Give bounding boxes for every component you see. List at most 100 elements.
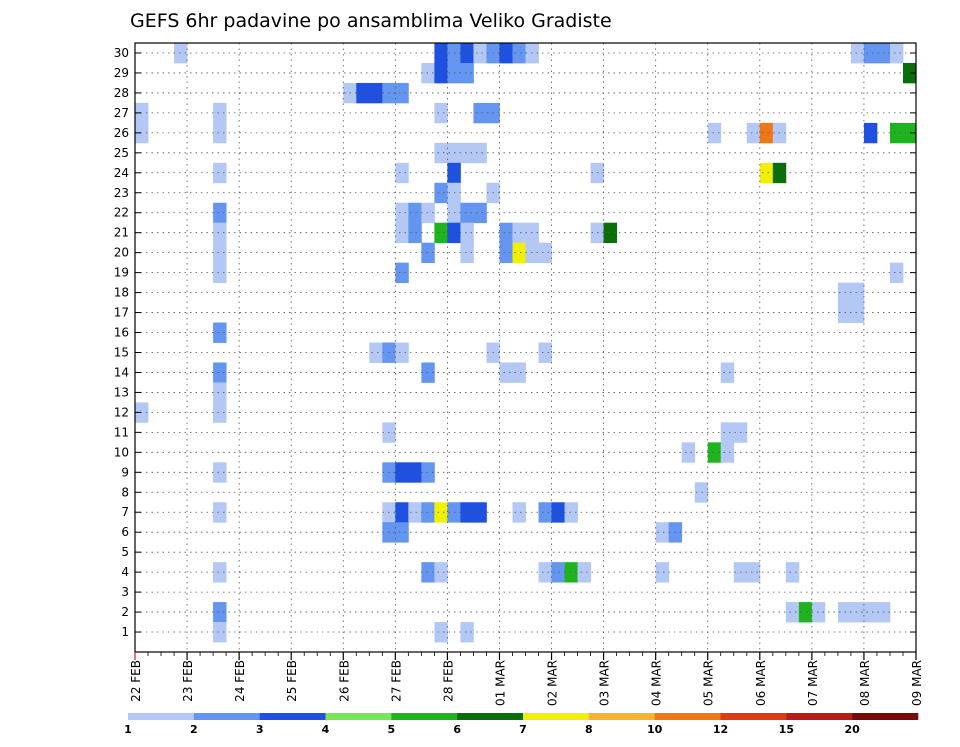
heatmap-cell	[213, 202, 227, 224]
heatmap-cell	[395, 202, 409, 224]
heatmap-cell	[759, 162, 774, 184]
heatmap-cell	[694, 482, 709, 503]
colorbar-segment	[523, 713, 590, 720]
x-tick-label: 04 MAR	[650, 660, 664, 706]
heatmap-cell	[213, 362, 227, 383]
heatmap-cell	[538, 342, 552, 363]
heatmap-cell	[720, 362, 735, 383]
y-tick-label: 21	[114, 226, 129, 240]
y-tick-label: 8	[121, 485, 129, 499]
heatmap-cell	[408, 502, 422, 523]
heatmap-cell	[798, 602, 813, 623]
y-tick-label: 4	[121, 565, 129, 579]
colorbar-label: 6	[453, 723, 461, 736]
colorbar-label: 8	[585, 723, 593, 736]
heatmap-cell	[538, 502, 552, 523]
y-axis: 1234567891011121314151617181920212223242…	[114, 46, 916, 639]
heatmap-cell	[473, 102, 487, 124]
heatmap-cell	[408, 222, 422, 244]
plot-frame	[134, 42, 917, 653]
y-tick-label: 14	[114, 365, 129, 379]
y-tick-label: 20	[114, 246, 129, 260]
colorbar-segment	[128, 713, 195, 720]
heatmap-cell	[785, 562, 800, 583]
colorbar-segment	[259, 713, 326, 720]
heatmap-cell	[213, 382, 227, 403]
heatmap-cell	[421, 562, 435, 583]
heatmap-cell	[889, 122, 904, 144]
heatmap-cell	[785, 602, 800, 623]
heatmap-cell	[746, 122, 761, 144]
heatmap-cell	[902, 122, 917, 144]
y-tick-label: 30	[114, 46, 129, 60]
y-tick-label: 16	[114, 326, 129, 340]
y-tick-label: 29	[114, 66, 129, 80]
heatmap-cell	[421, 502, 435, 523]
heatmap-cell	[512, 502, 526, 523]
y-tick-label: 13	[114, 385, 129, 399]
y-tick-label: 27	[114, 106, 129, 120]
y-tick-label: 9	[121, 465, 129, 479]
heatmap-cell	[395, 462, 409, 483]
colorbar-segment	[391, 713, 458, 720]
heatmap-cell	[369, 342, 383, 363]
heatmap-cell	[863, 602, 878, 623]
heatmap-cell	[460, 242, 474, 264]
heatmap-cell	[811, 602, 826, 623]
heatmap-cell	[551, 562, 565, 583]
heatmap-cell	[889, 43, 904, 64]
colorbar-label: 5	[388, 723, 396, 736]
heatmap-cell	[434, 502, 448, 523]
heatmap-cell	[473, 142, 487, 164]
y-tick-label: 3	[121, 585, 129, 599]
heatmap-cell	[434, 102, 448, 124]
heatmap-cell	[564, 562, 578, 583]
heatmap-cell	[434, 43, 448, 64]
heatmap-cell	[421, 242, 435, 264]
y-tick-label: 22	[114, 206, 129, 220]
x-tick-label: 24 FEB	[233, 660, 247, 702]
heatmap-cell	[499, 222, 513, 244]
y-tick-label: 24	[114, 166, 129, 180]
heatmap-cell	[564, 502, 578, 523]
heatmap-cell	[434, 142, 448, 164]
heatmap-cell	[434, 562, 448, 583]
heatmap-cell	[889, 262, 904, 284]
heatmap-cell	[408, 462, 422, 483]
heatmap-cell	[421, 202, 435, 224]
heatmap-cell	[213, 242, 227, 264]
colorbar-label: 4	[322, 723, 330, 736]
colorbar-segment	[325, 713, 392, 720]
colorbar-label: 12	[713, 723, 728, 736]
heatmap-cell	[213, 102, 227, 124]
heatmap-cell	[473, 43, 487, 64]
y-tick-label: 7	[121, 505, 129, 519]
heatmap-cell	[460, 502, 474, 523]
colorbar-segment	[457, 713, 524, 720]
heatmap-cell	[213, 162, 227, 184]
heatmap-cell	[434, 222, 448, 244]
colorbar-label: 3	[256, 723, 264, 736]
heatmap-cell	[434, 622, 448, 643]
colorbar-segment	[193, 713, 260, 720]
cells-layer	[135, 43, 917, 643]
y-tick-label: 6	[121, 525, 129, 539]
y-tick-label: 26	[114, 126, 129, 140]
x-tick-label: 22 FEB	[129, 660, 143, 702]
y-tick-label: 19	[114, 266, 129, 280]
x-tick-label: 27 FEB	[389, 660, 403, 702]
x-tick-label: 23 FEB	[181, 660, 195, 702]
colorbar: 1 2 3 4 5 6 7 8 10 12 15 20	[124, 713, 919, 736]
heatmap-cell	[460, 62, 474, 84]
y-tick-label: 1	[121, 625, 129, 639]
heatmap-cell	[395, 222, 409, 244]
heatmap-cell	[720, 442, 735, 463]
heatmap-cell	[538, 562, 552, 583]
heatmap-cell	[707, 122, 722, 144]
y-tick-label: 11	[114, 425, 129, 439]
heatmap-cell	[499, 362, 513, 383]
x-tick-label: 06 MAR	[754, 660, 768, 706]
heatmap-cell	[395, 162, 409, 184]
heatmap-cell	[655, 522, 670, 543]
